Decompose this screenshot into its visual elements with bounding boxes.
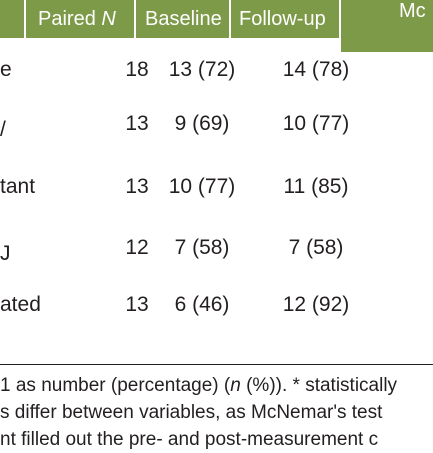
table-header: Paired N Baseline Follow-up Mc (0, 0, 433, 52)
caption-line-1-end: (%)). * statistically (240, 375, 398, 396)
header-paired-n-italic: N (101, 8, 116, 30)
row-followup: 10 (77) (282, 112, 350, 135)
header-cell-label (0, 0, 24, 38)
header-cell-baseline: Baseline (136, 0, 229, 38)
row-followup: 12 (92) (282, 293, 350, 316)
header-divider (134, 4, 136, 34)
row-baseline: 7 (58) (174, 236, 230, 259)
row-followup: 14 (78) (282, 58, 350, 81)
row-label: e (0, 58, 12, 81)
header-divider (229, 4, 231, 34)
table-row: / 13 9 (69) 10 (77) (0, 109, 433, 141)
table-row: e 18 13 (72) 14 (78) (0, 55, 433, 85)
row-n: 12 (125, 236, 149, 259)
row-followup: 7 (58) (288, 236, 344, 259)
row-label: ated (0, 293, 41, 316)
header-paired-label: Paired (38, 8, 102, 30)
row-baseline: 9 (69) (174, 112, 230, 135)
table-caption: 1 as number (percentage) (n (%)). * stat… (0, 372, 433, 453)
header-cell-mcnemar: Mc (341, 0, 433, 52)
caption-line-1-start: 1 as number (percentage) ( (0, 375, 231, 396)
table-row: ated 13 6 (46) 12 (92) (0, 290, 433, 320)
row-label: J (0, 242, 11, 265)
caption-line-3: nt filled out the pre- and post-measurem… (0, 429, 379, 450)
header-cell-followup: Follow-up (231, 0, 339, 38)
table-bottom-rule (0, 364, 433, 365)
caption-line-1: 1 as number (percentage) (n (%)). * stat… (0, 372, 433, 399)
header-divider (24, 4, 26, 34)
row-baseline: 13 (72) (168, 58, 236, 81)
row-n: 13 (125, 112, 149, 135)
table-row: tant 13 10 (77) 11 (85) (0, 172, 433, 202)
row-n: 13 (125, 293, 149, 316)
row-label: tant (0, 175, 36, 198)
caption-line-2: s differ between variables, as McNemar's… (0, 402, 383, 423)
row-baseline: 6 (46) (174, 293, 230, 316)
header-divider (339, 4, 341, 34)
table-row: J 12 7 (58) 7 (58) (0, 233, 433, 265)
row-baseline: 10 (77) (168, 175, 236, 198)
row-followup: 11 (85) (283, 175, 349, 198)
caption-italic-n: n (230, 375, 241, 396)
header-cell-paired-n: Paired N (26, 0, 134, 38)
row-label: / (0, 118, 6, 141)
row-n: 18 (125, 58, 149, 81)
row-n: 13 (125, 175, 149, 198)
